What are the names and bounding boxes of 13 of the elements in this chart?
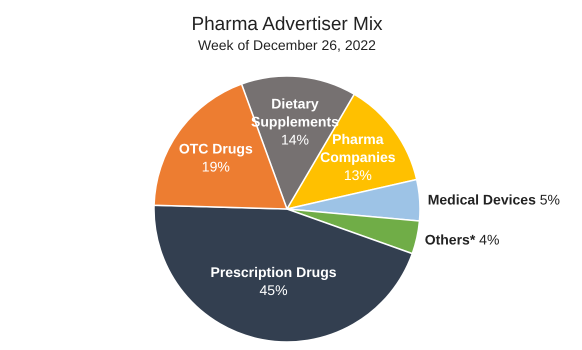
slice-label: OTC Drugs	[178, 140, 253, 157]
data-label: 45%	[260, 282, 288, 298]
data-label: 14%	[280, 132, 309, 148]
chart-subtitle: Week of December 26, 2022	[198, 37, 376, 53]
data-label: 4%	[475, 231, 500, 248]
slice-label: Pharma Companies	[320, 131, 396, 166]
data-label: 5%	[536, 192, 560, 208]
slice-label: Others*	[424, 231, 476, 248]
data-label: 13%	[344, 167, 372, 184]
data-label: 19%	[202, 158, 230, 175]
slice-label: Medical Devices	[428, 192, 536, 208]
slice-label: Prescription Drugs	[210, 264, 337, 280]
chart-title: Pharma Advertiser Mix	[191, 14, 384, 35]
